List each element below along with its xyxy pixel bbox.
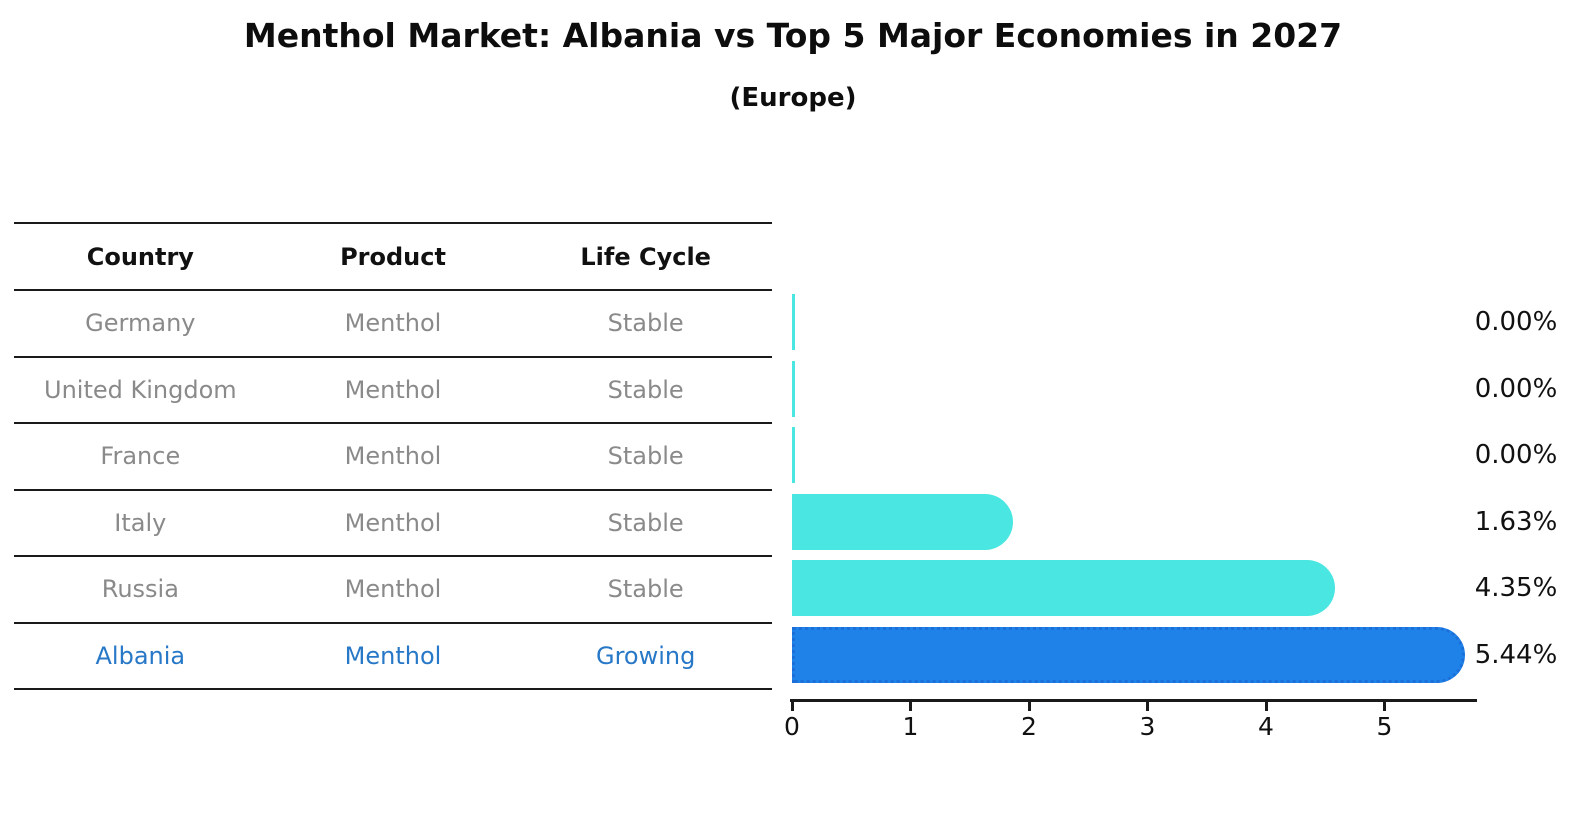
bar-germany [792, 294, 795, 351]
table-body: Germany Menthol Stable United Kingdom Me… [14, 291, 772, 690]
table-row: Germany Menthol Stable [14, 291, 772, 358]
table-row: France Menthol Stable [14, 424, 772, 491]
bar-albania [792, 626, 1465, 683]
cell-life-cycle: Stable [607, 375, 684, 404]
cell-product: Menthol [344, 442, 442, 471]
x-tick-mark [1264, 701, 1268, 711]
cell-product: Menthol [344, 375, 442, 404]
x-tick-label: 4 [1258, 712, 1274, 741]
bar-russia [792, 560, 1336, 617]
table-row: United Kingdom Menthol Stable [14, 358, 772, 424]
x-tick-mark [1146, 701, 1149, 711]
cell-country: Albania [95, 641, 186, 670]
cell-life-cycle: Stable [607, 309, 684, 338]
value-label-italy: 1.63% [1474, 506, 1558, 537]
cell-life-cycle: Growing [595, 641, 696, 670]
x-tick-mark [1027, 701, 1031, 711]
chart-subtitle: (Europe) [729, 83, 857, 113]
column-header-life-cycle: Life Cycle [580, 242, 711, 271]
chart-title: Menthol Market: Albania vs Top 5 Major E… [243, 16, 1343, 55]
value-label-russia: 4.35% [1474, 573, 1558, 604]
table-row: Albania Menthol Growing [14, 624, 772, 690]
table-header-row: Country Product Life Cycle [14, 224, 772, 291]
cell-life-cycle: Stable [607, 508, 684, 537]
cell-country: France [100, 442, 181, 471]
bar-italy [792, 493, 1014, 550]
x-tick-mark [1383, 701, 1386, 711]
x-tick-mark [790, 701, 794, 711]
cell-country: Germany [85, 309, 196, 338]
cell-product: Menthol [344, 309, 442, 338]
x-tick-label: 1 [902, 712, 919, 741]
value-label-united-kingdom: 0.00% [1474, 373, 1558, 404]
x-tick-mark [909, 701, 912, 711]
country-table: Country Product Life Cycle Germany Menth… [14, 222, 772, 690]
column-header-country: Country [86, 242, 194, 271]
x-tick-label: 5 [1376, 712, 1393, 741]
value-label-germany: 0.00% [1474, 307, 1558, 338]
value-label-albania: 5.44% [1474, 639, 1558, 670]
cell-country: Italy [114, 508, 167, 537]
bar-france [792, 427, 795, 484]
table-row: Russia Menthol Stable [14, 557, 772, 624]
x-axis-line [790, 699, 1477, 702]
table-row: Italy Menthol Stable [14, 491, 772, 557]
value-label-france: 0.00% [1474, 440, 1558, 471]
cell-country: Russia [101, 575, 179, 604]
bar-united-kingdom [792, 360, 795, 417]
x-tick-label: 3 [1139, 712, 1156, 741]
cell-product: Menthol [344, 508, 442, 537]
cell-life-cycle: Stable [607, 442, 684, 471]
cell-product: Menthol [344, 575, 442, 604]
cell-country: United Kingdom [44, 375, 237, 404]
x-tick-label: 2 [1021, 712, 1037, 741]
column-header-product: Product [340, 242, 446, 271]
cell-life-cycle: Stable [607, 575, 684, 604]
x-tick-label: 0 [784, 712, 800, 741]
cell-product: Menthol [344, 641, 442, 670]
